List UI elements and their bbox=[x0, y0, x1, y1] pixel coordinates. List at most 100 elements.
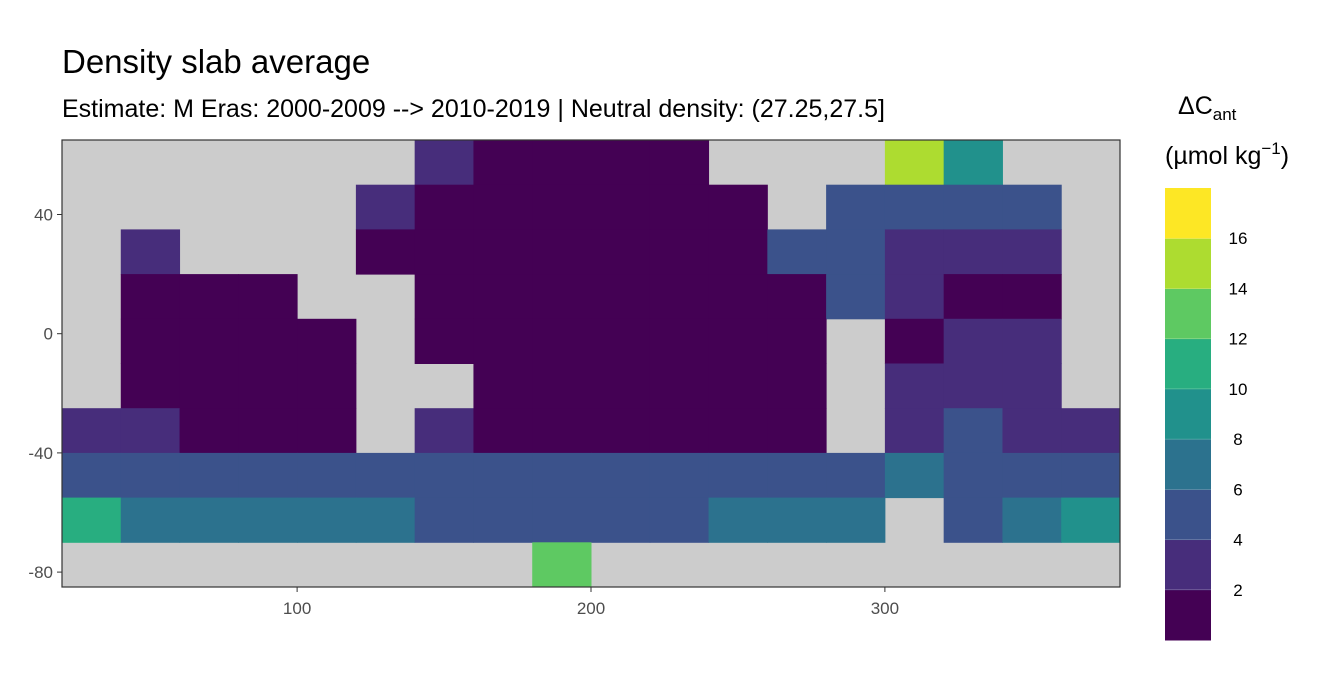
cell bbox=[120, 274, 181, 320]
cell bbox=[532, 184, 592, 230]
cell bbox=[179, 452, 239, 499]
cell bbox=[767, 229, 827, 275]
legend-unit-close: ) bbox=[1281, 142, 1289, 170]
cell bbox=[943, 184, 1003, 230]
chart-title: Density slab average bbox=[62, 43, 370, 80]
cell bbox=[884, 229, 945, 275]
cell bbox=[473, 452, 533, 499]
cell bbox=[473, 363, 533, 409]
legend-swatch bbox=[1165, 589, 1211, 641]
cell bbox=[414, 229, 474, 275]
cell bbox=[120, 408, 181, 454]
cell bbox=[532, 229, 592, 275]
cell bbox=[532, 318, 592, 364]
cell bbox=[120, 363, 181, 409]
cell bbox=[120, 318, 181, 364]
cell bbox=[826, 229, 886, 275]
cell bbox=[826, 184, 886, 230]
cell bbox=[355, 452, 416, 499]
legend-unit-sup: −1 bbox=[1261, 139, 1280, 158]
cell bbox=[708, 363, 768, 409]
legend-swatch bbox=[1165, 238, 1211, 289]
cell bbox=[884, 408, 945, 454]
cell bbox=[649, 229, 710, 275]
cell bbox=[532, 452, 592, 499]
y-tick-label: 0 bbox=[44, 325, 53, 344]
cell bbox=[649, 274, 710, 320]
cell bbox=[414, 318, 474, 364]
cell bbox=[708, 497, 768, 543]
legend-tick-label: 2 bbox=[1233, 581, 1242, 600]
cell bbox=[943, 229, 1003, 275]
cell bbox=[355, 184, 416, 230]
cell bbox=[708, 452, 768, 499]
legend-swatch bbox=[1165, 539, 1211, 591]
cell bbox=[767, 452, 827, 499]
cell bbox=[355, 229, 416, 275]
cell bbox=[591, 184, 651, 230]
cell bbox=[649, 452, 710, 499]
cell bbox=[591, 229, 651, 275]
cell bbox=[1061, 408, 1121, 454]
legend-title-sub: ant bbox=[1213, 105, 1237, 124]
cell bbox=[884, 274, 945, 320]
cell bbox=[884, 140, 945, 186]
cell bbox=[532, 542, 592, 588]
cell bbox=[1002, 408, 1062, 454]
cell bbox=[532, 140, 592, 186]
cell bbox=[1002, 184, 1062, 230]
cell bbox=[591, 363, 651, 409]
cell bbox=[179, 497, 239, 543]
cell bbox=[591, 274, 651, 320]
x-tick-label: 100 bbox=[283, 599, 311, 618]
cell bbox=[943, 452, 1003, 499]
cell bbox=[532, 274, 592, 320]
cell bbox=[532, 363, 592, 409]
cell bbox=[767, 274, 827, 320]
cell bbox=[532, 497, 592, 543]
cell bbox=[884, 184, 945, 230]
cell bbox=[826, 497, 886, 543]
legend-swatch bbox=[1165, 288, 1211, 340]
x-tick-label: 300 bbox=[871, 599, 899, 618]
cell bbox=[767, 318, 827, 364]
legend-swatch bbox=[1165, 439, 1211, 490]
cell bbox=[884, 318, 945, 364]
cell bbox=[1002, 452, 1062, 499]
cell bbox=[649, 140, 710, 186]
cell bbox=[414, 452, 474, 499]
legend-tick-label: 12 bbox=[1229, 330, 1248, 349]
legend-unit: (µmol kg−1) bbox=[1165, 139, 1289, 170]
legend-tick-label: 4 bbox=[1233, 531, 1242, 550]
legend-tick-label: 14 bbox=[1229, 279, 1248, 298]
cell bbox=[62, 452, 122, 499]
cell bbox=[591, 318, 651, 364]
legend-tick-label: 16 bbox=[1229, 229, 1248, 248]
cell bbox=[708, 229, 768, 275]
legend-unit-main: (µmol kg bbox=[1165, 142, 1261, 170]
cell bbox=[649, 318, 710, 364]
cell bbox=[179, 274, 239, 320]
cell bbox=[473, 274, 533, 320]
cell bbox=[591, 408, 651, 454]
cell bbox=[62, 408, 122, 454]
cell bbox=[649, 497, 710, 543]
cell bbox=[1061, 497, 1121, 543]
cell bbox=[884, 452, 945, 499]
cell bbox=[120, 229, 181, 275]
cell bbox=[120, 452, 181, 499]
cell bbox=[297, 497, 357, 543]
legend-title: ΔCant bbox=[1178, 92, 1237, 124]
cell bbox=[355, 497, 416, 543]
cell bbox=[238, 274, 298, 320]
cell bbox=[473, 184, 533, 230]
cell bbox=[238, 318, 298, 364]
cell bbox=[591, 497, 651, 543]
cell bbox=[120, 497, 181, 543]
cell bbox=[414, 408, 474, 454]
cell bbox=[943, 363, 1003, 409]
cell bbox=[414, 274, 474, 320]
cell bbox=[1002, 318, 1062, 364]
cell bbox=[1002, 274, 1062, 320]
